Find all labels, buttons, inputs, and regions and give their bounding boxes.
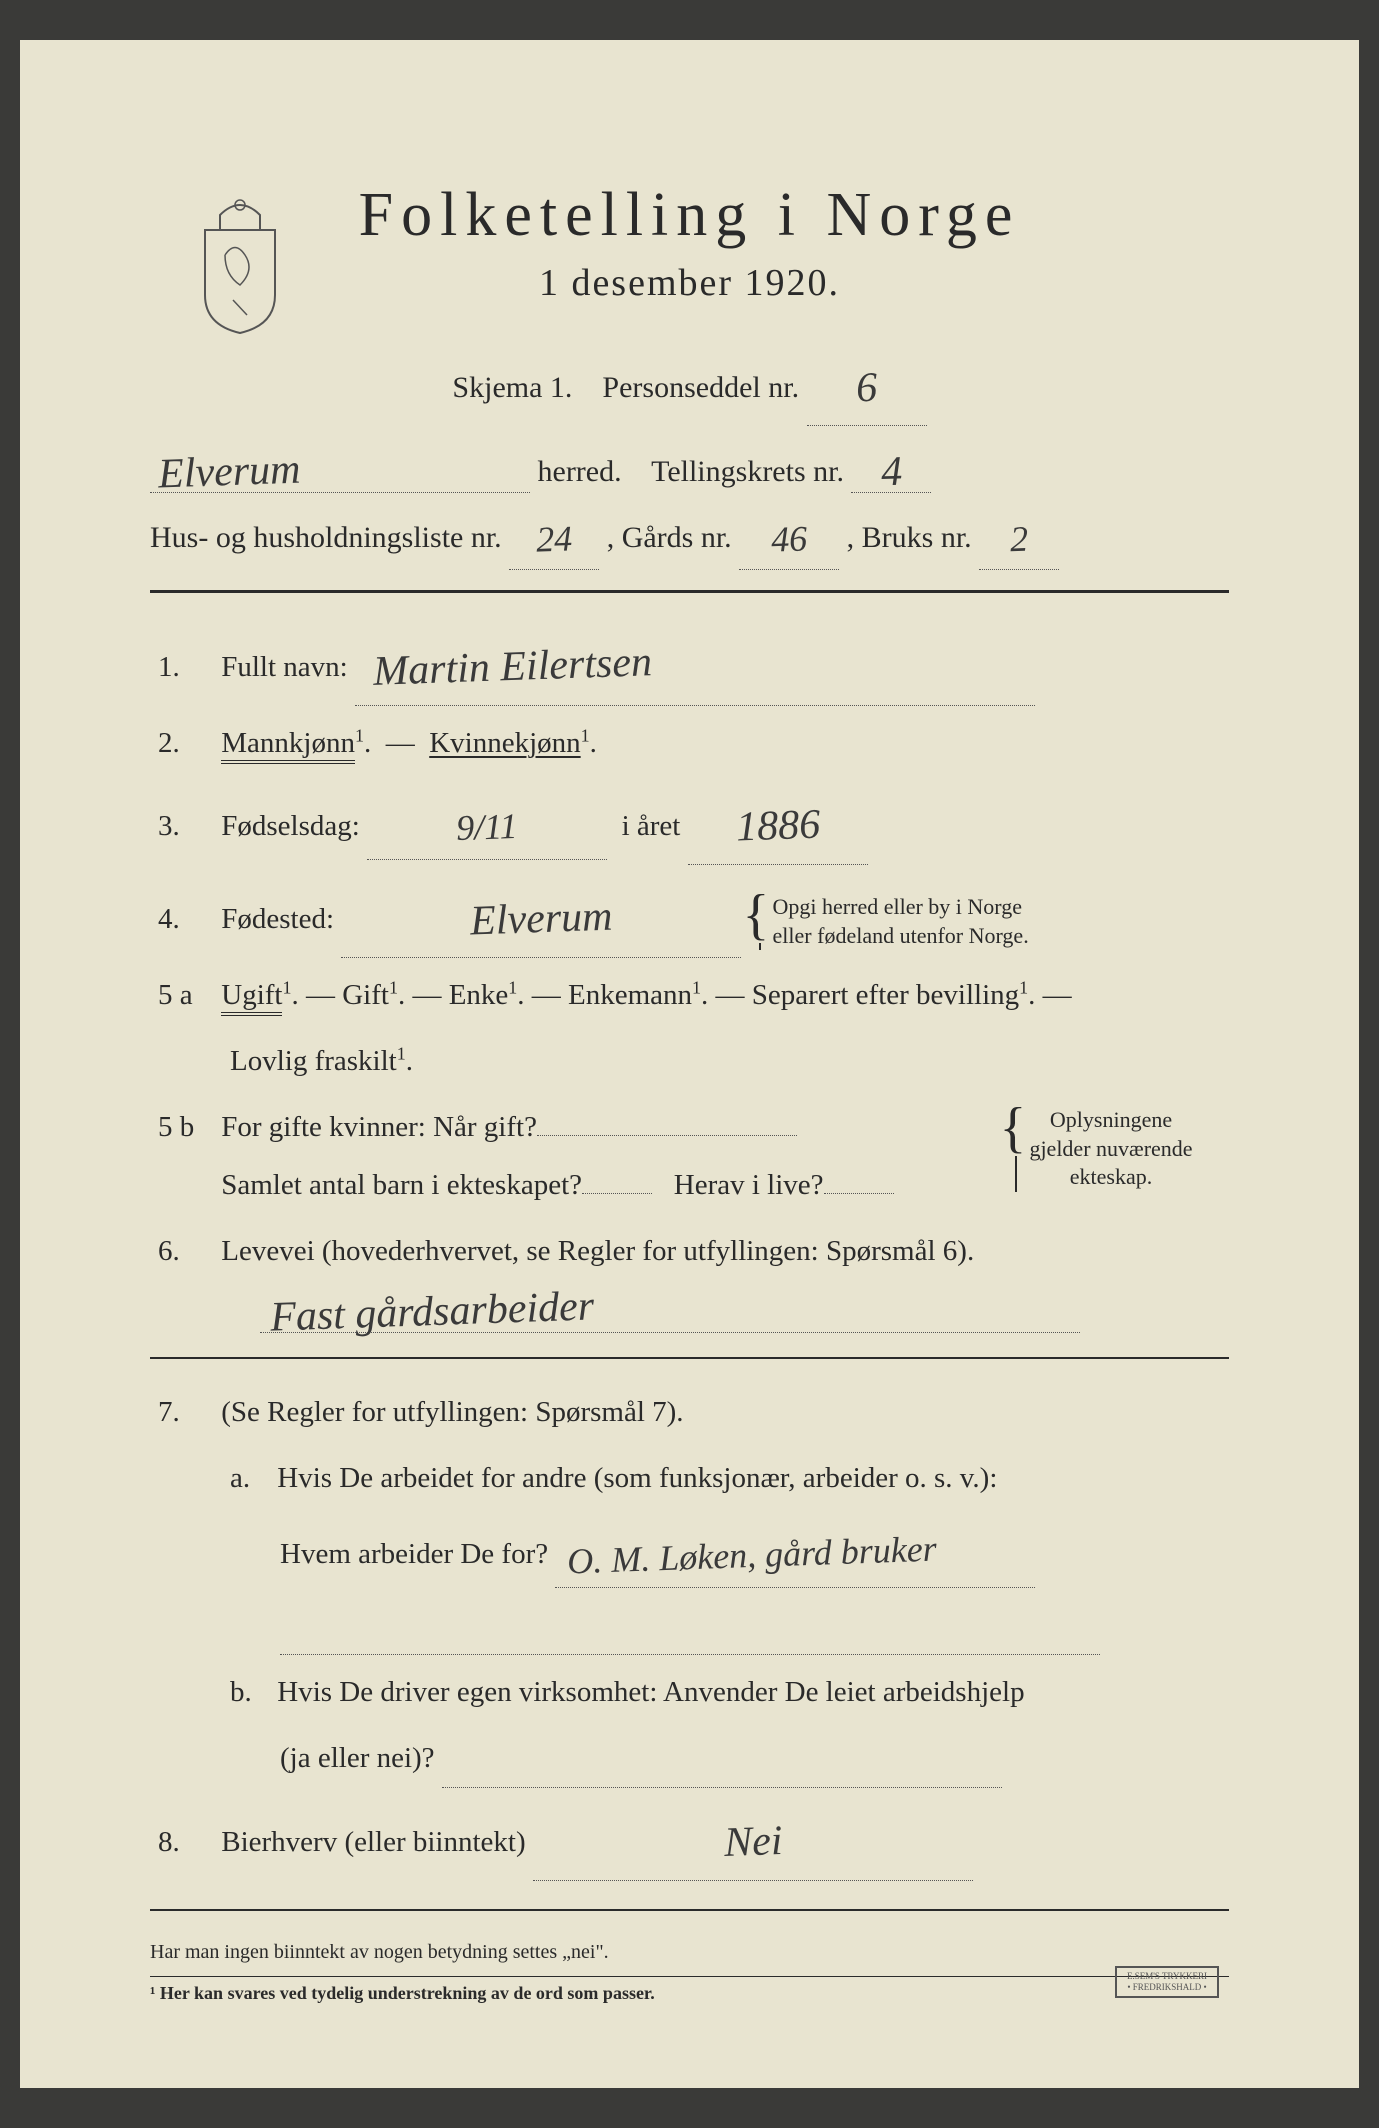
footnote-1: Har man ingen biinntekt av nogen betydni…: [150, 1941, 1229, 1964]
q1-label: Fullt navn:: [221, 651, 347, 683]
tellingskrets-label: Tellingskrets nr.: [651, 455, 844, 488]
q5a-separert: Separert efter bevilling: [752, 979, 1019, 1011]
q5a-gift: Gift: [342, 979, 389, 1011]
q5b-num: 5 b: [158, 1098, 214, 1156]
hushold-label: Hus- og husholdningsliste nr.: [150, 521, 502, 554]
q3-year-label: i året: [622, 810, 681, 842]
q8-row: 8. Bierhverv (eller biinntekt) Nei: [150, 1796, 1229, 1881]
q7b-label: Hvis De driver egen virksomhet: Anvender…: [277, 1676, 1024, 1708]
q7-num: 7.: [158, 1383, 214, 1441]
q1-value: Martin Eilertsen: [372, 620, 654, 714]
q4-note-l2: eller fødeland utenfor Norge.: [773, 923, 1029, 948]
q2-sup1: 1: [355, 726, 364, 746]
q3-year: 1886: [734, 783, 821, 870]
q4-note-l1: Opgi herred eller by i Norge: [773, 894, 1022, 919]
q7-row: 7. (Se Regler for utfyllingen: Spørsmål …: [150, 1383, 1229, 1441]
q4-row: 4. Fødested: Elverum Opgi herred eller b…: [150, 873, 1229, 958]
q8-label: Bierhverv (eller biinntekt): [221, 1826, 525, 1858]
q7a-num: a.: [230, 1449, 270, 1507]
footnote-2: ¹ Her kan svares ved tydelig understrekn…: [150, 1976, 1229, 2004]
shield-svg: [185, 185, 295, 335]
q7a-value: O. M. Løken, gård bruker: [566, 1513, 938, 1598]
divider-1: [150, 590, 1229, 593]
q5b-note: Oplysningene gjelder nuværende ekteskap.: [969, 1106, 1229, 1192]
personseddel-nr: 6: [855, 349, 879, 429]
q7-label: (Se Regler for utfyllingen: Spørsmål 7).: [221, 1396, 683, 1428]
personseddel-label: Personseddel nr.: [602, 371, 799, 404]
q2-row: 2. Mannkjønn1. — Kvinnekjønn1.: [150, 714, 1229, 772]
q2-num: 2.: [158, 714, 214, 772]
q5b-l2b: Herav i live?: [674, 1169, 824, 1201]
divider-2: [150, 1357, 1229, 1359]
gards-nr: 46: [770, 504, 808, 574]
q6-label: Levevei (hovederhvervet, se Regler for u…: [221, 1235, 974, 1267]
q2-mann: Mannkjønn: [221, 727, 355, 764]
q4-value: Elverum: [469, 875, 614, 964]
q7b-num: b.: [230, 1663, 270, 1721]
coat-of-arms-icon: [185, 185, 295, 335]
bruks-nr: 2: [1009, 505, 1029, 574]
q6-value: Fast gårdsarbeider: [269, 1283, 594, 1342]
census-form-page: Folketelling i Norge 1 desember 1920. Sk…: [20, 40, 1359, 2088]
gards-label: , Gårds nr.: [607, 521, 732, 554]
hushold-line: Hus- og husholdningsliste nr. 24 , Gårds…: [150, 501, 1229, 570]
q5b-note-l2: gjelder nuværende: [1029, 1136, 1192, 1161]
q4-note: Opgi herred eller by i Norge eller fødel…: [759, 893, 1029, 950]
q5a-num: 5 a: [158, 966, 214, 1024]
herred-name: Elverum: [157, 445, 301, 498]
skjema-line: Skjema 1. Personseddel nr. 6: [150, 345, 1229, 426]
q6-num: 6.: [158, 1222, 214, 1280]
subtitle: 1 desember 1920.: [150, 261, 1229, 305]
title-block: Folketelling i Norge 1 desember 1920.: [150, 180, 1229, 305]
tellingskrets-nr: 4: [880, 447, 903, 496]
printer-stamp: E.SEM'S TRYKKERI • FREDRIKSHALD •: [1115, 1966, 1219, 1998]
q5b-note-l3: ekteskap.: [1070, 1164, 1152, 1189]
q7a-row: a. Hvis De arbeidet for andre (som funks…: [150, 1449, 1229, 1507]
q7b-sublabel: (ja eller nei)?: [280, 1742, 435, 1774]
q5a-row: 5 a Ugift1. — Gift1. — Enke1. — Enkemann…: [150, 966, 1229, 1024]
divider-3: [150, 1909, 1229, 1911]
q7a-sub: Hvem arbeider De for? O. M. Løken, gård …: [150, 1515, 1229, 1588]
q7b-row: b. Hvis De driver egen virksomhet: Anven…: [150, 1663, 1229, 1721]
q6-answer: Fast gårdsarbeider: [150, 1284, 1229, 1333]
q5a-enkemann: Enkemann: [568, 979, 692, 1011]
q4-label: Fødested:: [221, 903, 334, 935]
q5b-l1: For gifte kvinner: Når gift?: [221, 1111, 537, 1143]
q5a-enke: Enke: [449, 979, 509, 1011]
q2-sup2: 1: [581, 726, 590, 746]
q8-num: 8.: [158, 1813, 214, 1871]
q5a-ugift: Ugift: [221, 979, 282, 1016]
q3-label: Fødselsdag:: [221, 810, 360, 842]
q7a-label: Hvis De arbeidet for andre (som funksjon…: [277, 1462, 997, 1494]
q5b-l2a: Samlet antal barn i ekteskapet?: [221, 1169, 582, 1201]
q2-kvinne: Kvinnekjønn: [429, 727, 580, 759]
q1-row: 1. Fullt navn: Martin Eilertsen: [150, 621, 1229, 706]
bruks-label: , Bruks nr.: [847, 521, 972, 554]
q3-num: 3.: [158, 797, 214, 855]
q5a-fraskilt: Lovlig fraskilt: [230, 1045, 397, 1077]
herred-line: Elverum herred. Tellingskrets nr. 4: [150, 444, 1229, 493]
q7a-sublabel: Hvem arbeider De for?: [280, 1538, 548, 1570]
main-title: Folketelling i Norge: [150, 180, 1229, 251]
q7a-cont: [150, 1596, 1229, 1655]
q5a-row2: Lovlig fraskilt1.: [150, 1032, 1229, 1090]
q4-num: 4.: [158, 890, 214, 948]
q3-day: 9/11: [455, 790, 519, 864]
q1-num: 1.: [158, 638, 214, 696]
stamp-l1: E.SEM'S TRYKKERI: [1127, 1971, 1207, 1981]
herred-label: herred.: [538, 455, 622, 488]
hushold-nr: 24: [535, 504, 573, 574]
q5b-row: Oplysningene gjelder nuværende ekteskap.…: [150, 1098, 1229, 1214]
stamp-l2: • FREDRIKSHALD •: [1127, 1982, 1206, 1992]
q8-value: Nei: [722, 1799, 783, 1885]
q3-row: 3. Fødselsdag: 9/11 i året 1886: [150, 780, 1229, 865]
q5b-note-l1: Oplysningene: [1050, 1107, 1172, 1132]
q6-row: 6. Levevei (hovederhvervet, se Regler fo…: [150, 1222, 1229, 1280]
q7b-sub: (ja eller nei)?: [150, 1729, 1229, 1788]
skjema-label: Skjema 1.: [452, 371, 572, 404]
